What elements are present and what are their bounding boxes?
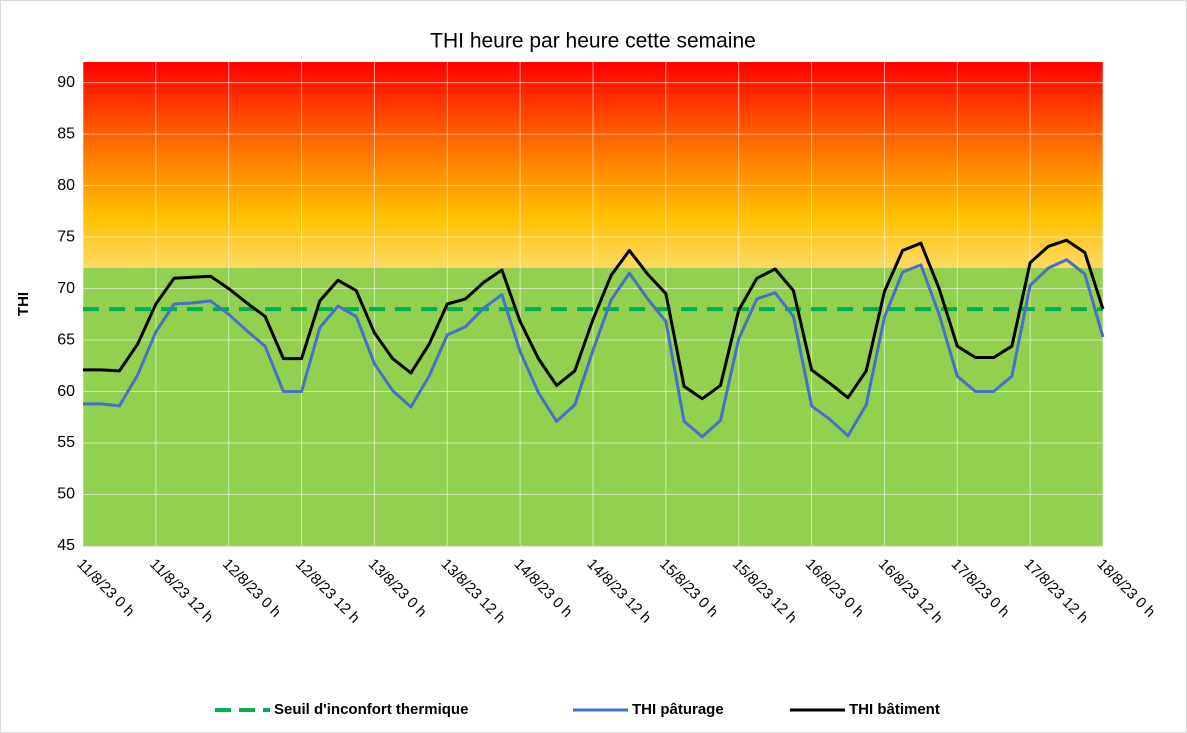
y-tick-label: 50 <box>57 486 75 503</box>
legend-label: THI pâturage <box>632 701 724 718</box>
y-tick-label: 60 <box>57 383 75 400</box>
chart-title: THI heure par heure cette semaine <box>430 30 756 53</box>
series-line <box>83 258 1105 439</box>
y-tick-label: 55 <box>57 434 75 451</box>
series-line <box>83 238 1105 401</box>
y-tick-label: 65 <box>57 331 75 348</box>
y-tick-label: 85 <box>57 125 75 142</box>
y-tick-label: 80 <box>57 177 75 194</box>
legend-label: Seuil d'inconfort thermique <box>274 701 468 718</box>
legend: Seuil d'inconfort thermique THI pâturage T… <box>215 701 940 718</box>
y-axis-label: THI <box>15 292 32 316</box>
y-tick-label: 75 <box>57 228 75 245</box>
y-tick-label: 45 <box>57 537 75 554</box>
plot-area <box>82 62 1105 547</box>
legend-label: THI bâtiment <box>849 701 940 718</box>
y-tick-label: 70 <box>57 280 75 297</box>
y-tick-label: 90 <box>57 74 75 91</box>
